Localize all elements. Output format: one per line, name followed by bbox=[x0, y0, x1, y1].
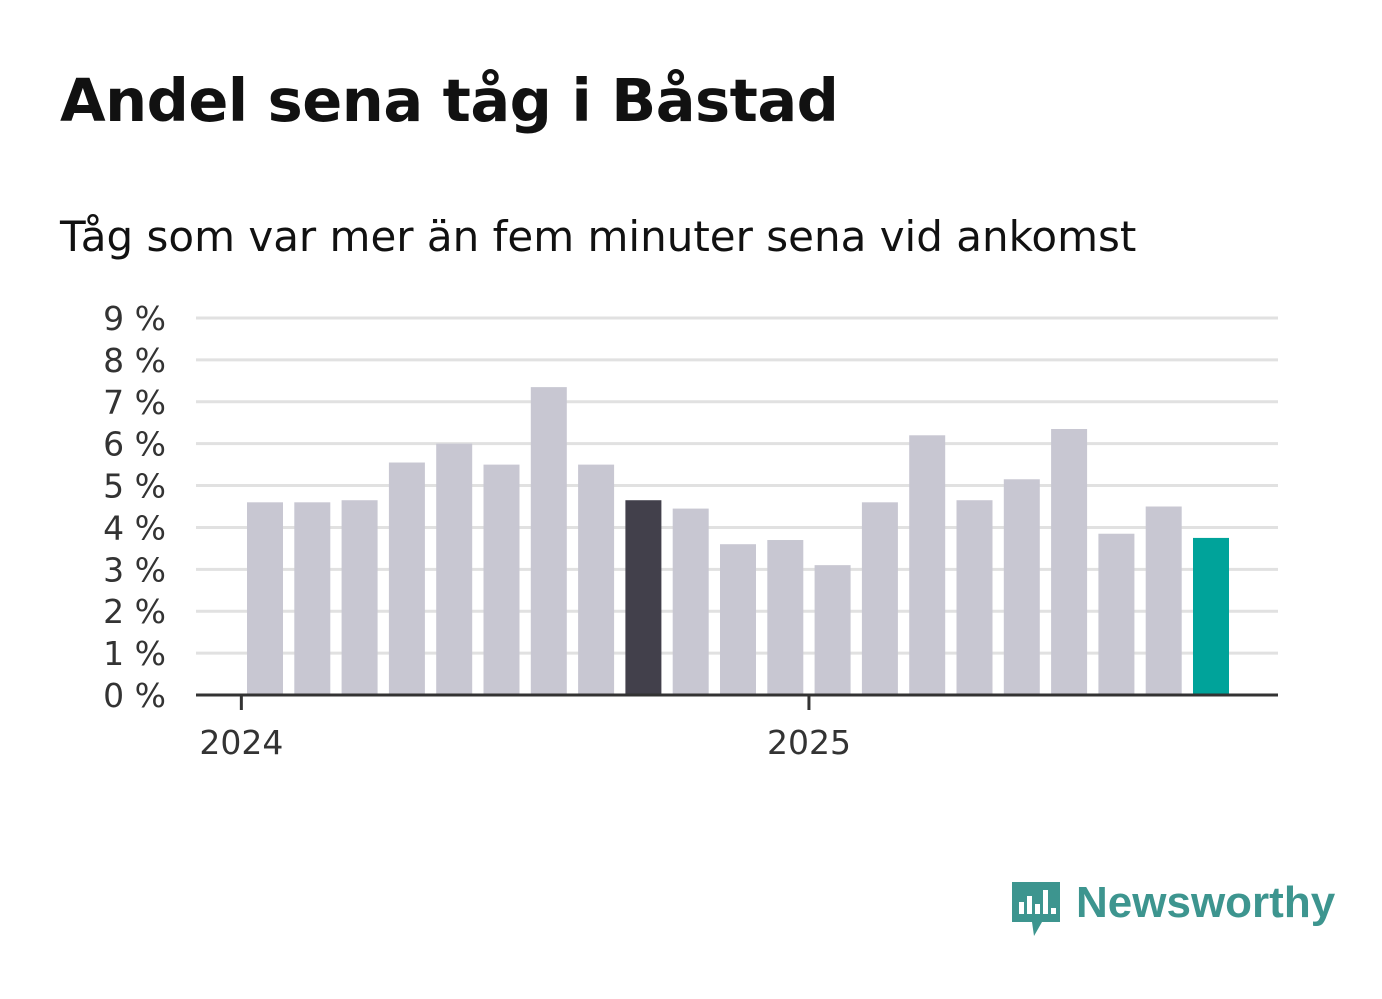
y-tick-label: 3 % bbox=[103, 550, 166, 589]
newsworthy-logo: Newsworthy bbox=[1010, 878, 1335, 940]
bar-2025-05 bbox=[1003, 479, 1040, 695]
y-tick-label: 7 % bbox=[103, 383, 166, 422]
y-axis-labels: 0 %1 %2 %3 %4 %5 %6 %7 %8 %9 % bbox=[103, 299, 166, 715]
y-tick-label: 0 % bbox=[103, 676, 166, 715]
bar-2025-02 bbox=[861, 502, 898, 695]
bar-2024-05 bbox=[436, 443, 473, 695]
chart-title: Andel sena tåg i Båstad bbox=[60, 66, 839, 135]
bars bbox=[247, 387, 1229, 695]
bar-2024-07 bbox=[530, 387, 567, 695]
newsworthy-logo-icon bbox=[1012, 882, 1060, 936]
bar-2024-08 bbox=[578, 464, 615, 695]
bar-2025-01 bbox=[814, 565, 851, 695]
bar-2024-04 bbox=[388, 462, 425, 695]
bar-2025-07 bbox=[1098, 533, 1135, 695]
bar-2025-03 bbox=[909, 435, 946, 695]
bar-2025-08 bbox=[1145, 506, 1182, 695]
y-tick-label: 5 % bbox=[103, 467, 166, 506]
bar-2024-09 bbox=[625, 500, 662, 695]
y-tick-label: 6 % bbox=[103, 425, 166, 464]
x-tick-label: 2025 bbox=[767, 723, 851, 762]
bar-2024-12 bbox=[767, 540, 804, 695]
y-tick-label: 1 % bbox=[103, 634, 166, 673]
bar-2025-04 bbox=[956, 500, 993, 695]
bar-2024-11 bbox=[720, 544, 756, 695]
y-tick-label: 8 % bbox=[103, 341, 166, 380]
y-tick-label: 9 % bbox=[103, 299, 166, 338]
newsworthy-logo-text: Newsworthy bbox=[1076, 878, 1336, 927]
x-tick-label: 2024 bbox=[199, 723, 283, 762]
y-tick-label: 4 % bbox=[103, 508, 166, 547]
bar-2024-03 bbox=[341, 500, 378, 695]
chart-subtitle: Tåg som var mer än fem minuter sena vid … bbox=[60, 212, 1137, 261]
bar-2024-01 bbox=[247, 502, 283, 695]
bar-2024-06 bbox=[483, 464, 520, 695]
bar-2025-09 bbox=[1193, 537, 1229, 695]
bar-2024-10 bbox=[672, 508, 709, 695]
bar-2024-02 bbox=[294, 502, 331, 695]
y-tick-label: 2 % bbox=[103, 592, 166, 631]
x-axis: 2024 2025 bbox=[196, 693, 1278, 762]
bar-2025-06 bbox=[1051, 429, 1088, 695]
